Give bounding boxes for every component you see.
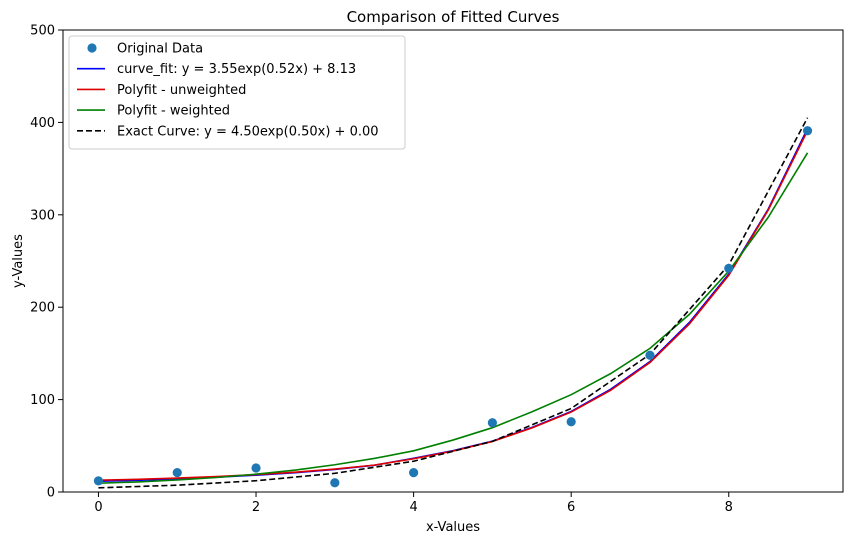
- series-line-1: [98, 128, 809, 482]
- x-tick-label: 8: [725, 500, 733, 515]
- data-point: [566, 417, 576, 427]
- series-line-3: [98, 152, 809, 485]
- data-point: [487, 418, 497, 428]
- chart-title: Comparison of Fitted Curves: [347, 8, 560, 26]
- data-point: [724, 263, 734, 273]
- data-point: [802, 126, 813, 136]
- y-tick-label: 500: [30, 24, 55, 39]
- legend-label: curve_fit: y = 3.55exp(0.52x) + 8.13: [117, 62, 356, 77]
- x-tick-label: 4: [409, 500, 417, 515]
- data-point: [93, 476, 104, 486]
- series-line-2: [98, 130, 809, 481]
- axes: 0 2 4 6 8 0 100 200 300 400 500: [30, 24, 733, 516]
- plot-frame: [62, 29, 844, 493]
- x-axis-label: x-Values: [426, 520, 480, 535]
- legend-marker-scatter: [87, 43, 97, 53]
- y-tick-label: 100: [30, 393, 55, 408]
- legend-label: Polyfit - weighted: [117, 104, 230, 119]
- legend-label: Exact Curve: y = 4.50exp(0.50x) + 0.00: [117, 124, 379, 139]
- x-tick-label: 6: [567, 500, 575, 515]
- y-tick-label: 0: [47, 486, 55, 501]
- legend-label: Original Data: [117, 42, 203, 57]
- data-point: [330, 478, 340, 488]
- data-point: [409, 468, 419, 478]
- y-axis-label: y-Values: [11, 234, 26, 288]
- legend-box: [68, 35, 406, 150]
- y-tick-label: 200: [30, 301, 55, 316]
- data-point: [645, 350, 655, 360]
- x-tick-label: 0: [94, 500, 102, 515]
- series-line-4: [98, 117, 809, 489]
- y-tick-label: 400: [30, 116, 55, 131]
- legend: Original Data curve_fit: y = 3.55exp(0.52…: [68, 35, 406, 150]
- x-tick-label: 2: [252, 500, 260, 515]
- legend-label: Polyfit - unweighted: [117, 83, 246, 98]
- data-point: [251, 463, 261, 473]
- y-tick-label: 300: [30, 208, 55, 223]
- data-point: [172, 468, 182, 478]
